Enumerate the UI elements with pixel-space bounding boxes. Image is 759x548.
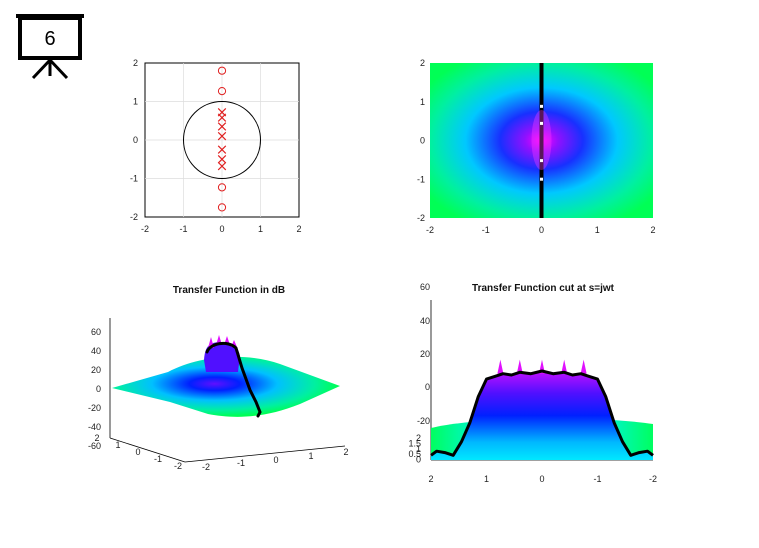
zero-marker xyxy=(217,66,227,75)
unit-circle xyxy=(183,101,261,179)
x-tick-label: -1 xyxy=(593,474,601,484)
y-tick-label: -2 xyxy=(417,213,425,223)
z-tick-label: 0 xyxy=(96,384,101,394)
cut-spike xyxy=(580,359,587,374)
pole-marker xyxy=(217,161,227,171)
y-tick-label: 0 xyxy=(420,136,425,146)
z-tick-label: -40 xyxy=(88,422,101,432)
z-tick-label: -20 xyxy=(417,416,430,426)
cut-curve xyxy=(430,369,654,457)
pole-marker xyxy=(217,131,227,141)
jw-cut-curve xyxy=(205,341,262,418)
y-tick-label: 2 xyxy=(420,58,425,68)
y-tick-label: 0.5 xyxy=(408,449,421,459)
y-tick-label: 1 xyxy=(133,97,138,107)
x-tick-label: -2 xyxy=(141,224,149,234)
y-tick-label: 0 xyxy=(133,135,138,145)
zero-marker xyxy=(217,87,227,96)
x-tick-label: -2 xyxy=(426,225,434,235)
pole-zero-plot: -2 -1 0 1 2 2 1 0 -1 -2 xyxy=(130,58,302,234)
x-tick-label: -1 xyxy=(482,225,490,235)
x-tick-label: 2 xyxy=(650,225,655,235)
zero-notch xyxy=(540,177,543,181)
z-tick-label: -60 xyxy=(88,441,101,451)
surface-peak xyxy=(204,342,240,372)
pole-marker xyxy=(217,155,227,164)
y-tick-label: 2 xyxy=(416,433,421,443)
zero-notch xyxy=(540,159,543,163)
x-tick-label: -1 xyxy=(179,224,187,234)
pole-bumps xyxy=(531,110,552,170)
x-tick-label: 2 xyxy=(343,447,348,457)
z-tick-label: 40 xyxy=(91,346,101,356)
y-tick-label: 2 xyxy=(133,58,138,68)
y-tick-label: 0 xyxy=(416,455,421,465)
zero-notch xyxy=(540,121,543,125)
cut-spike xyxy=(497,359,504,374)
transfer-magnitude-map: -2 -1 0 1 2 2 1 0 -1 -2 xyxy=(417,58,656,235)
z-tick-label: 0 xyxy=(425,382,430,392)
x-tick-label: 1 xyxy=(308,451,313,461)
pole-marker xyxy=(217,145,227,154)
x-tick-label: 1 xyxy=(258,224,263,234)
z-tick-label: 60 xyxy=(420,282,430,292)
y-tick-label: -1 xyxy=(130,174,138,184)
cut-spike xyxy=(561,359,568,374)
y-tick-label: 1 xyxy=(115,440,120,450)
z-tick-label: -20 xyxy=(88,403,101,413)
transfer-function-cut-plot: Transfer Function cut at s=jwt 6040200-2… xyxy=(408,282,657,484)
zero-marker xyxy=(217,183,227,192)
x-tick-label: -2 xyxy=(649,474,657,484)
x-tick-label: 2 xyxy=(296,224,301,234)
presentation-board-icon: 6 xyxy=(16,14,84,80)
z-tick-label: 60 xyxy=(91,327,101,337)
surface-title: Transfer Function in dB xyxy=(173,285,285,296)
cut-title: Transfer Function cut at s=jwt xyxy=(472,283,615,294)
y-tick-label: 1.5 xyxy=(408,438,421,448)
z-tick-label: 40 xyxy=(420,316,430,326)
y-tick-label: 2 xyxy=(94,433,99,443)
x-tick-label: 1 xyxy=(595,225,600,235)
y-tick-label: -1 xyxy=(154,454,162,464)
x-tick-label: 2 xyxy=(428,474,433,484)
y-tick-label: 1 xyxy=(416,444,421,454)
z-tick-label: 20 xyxy=(91,365,101,375)
pole-marker xyxy=(217,113,227,122)
x-tick-label: 1 xyxy=(484,474,489,484)
cut-surface-fill xyxy=(431,371,653,460)
surface-mesh xyxy=(112,356,340,417)
transfer-function-db-plot: Transfer Function in dB 6040200-20-40-60… xyxy=(88,285,349,472)
z-tick-label: 20 xyxy=(420,349,430,359)
surface-axes xyxy=(109,318,346,463)
x-tick-label: -1 xyxy=(237,458,245,468)
y-tick-label: -2 xyxy=(130,212,138,222)
y-tick-label: 0 xyxy=(135,447,140,457)
y-tick-label: -2 xyxy=(174,461,182,471)
pole-marker xyxy=(217,122,227,131)
x-tick-label: 0 xyxy=(539,225,544,235)
y-tick-label: 1 xyxy=(420,97,425,107)
cut-spike xyxy=(516,359,523,374)
slide-number: 6 xyxy=(44,28,55,50)
x-tick-label: 0 xyxy=(219,224,224,234)
x-tick-label: 0 xyxy=(539,474,544,484)
zero-marker xyxy=(217,203,227,212)
zero-notch xyxy=(540,104,543,108)
x-tick-label: 0 xyxy=(273,455,278,465)
y-tick-label: -1 xyxy=(417,174,425,184)
x-tick-label: -2 xyxy=(202,462,210,472)
